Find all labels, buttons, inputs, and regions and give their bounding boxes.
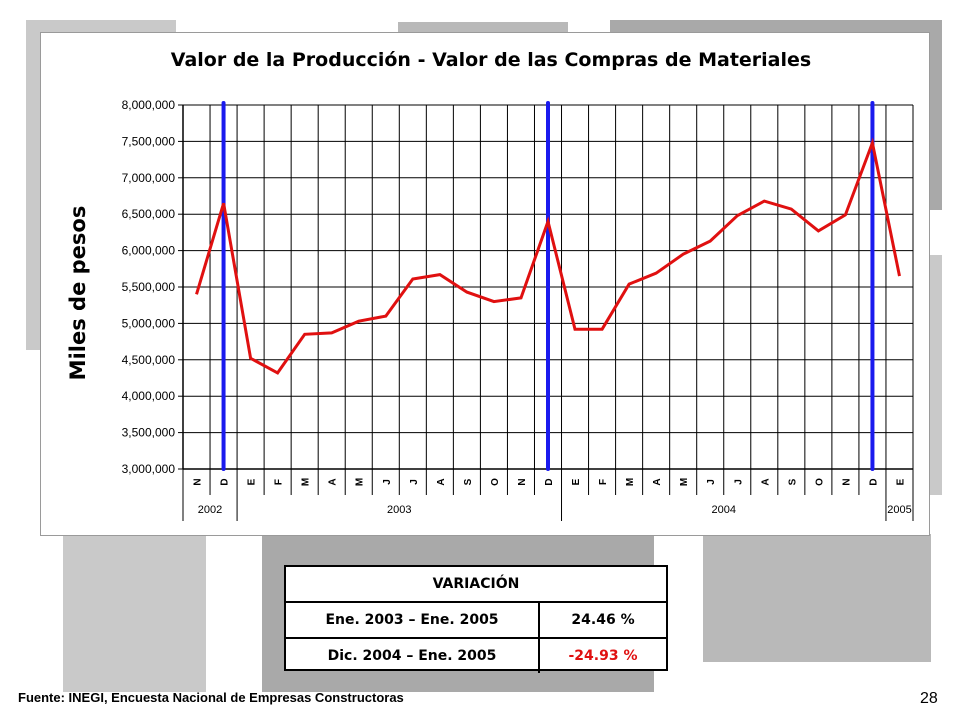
x-tick-label: E: [247, 478, 258, 485]
x-tick-label: F: [598, 479, 609, 485]
x-tick-label: J: [733, 479, 744, 485]
y-tick-label: 8,000,000: [122, 98, 176, 112]
y-tick-label: 4,500,000: [122, 353, 176, 367]
variation-row: Ene. 2003 – Ene. 2005 24.46 %: [286, 603, 666, 637]
background-photo-right: [928, 255, 942, 495]
december-markers: [221, 101, 875, 471]
variation-row: Dic. 2004 – Ene. 2005 -24.93 %: [286, 637, 666, 673]
x-tick-label: M: [301, 478, 312, 486]
x-tick-label: J: [409, 479, 420, 485]
x-tick-label: N: [841, 478, 852, 485]
x-tick-label: M: [625, 478, 636, 486]
y-axis-label: Miles de pesos: [66, 206, 90, 381]
y-tick-label: 6,000,000: [122, 244, 176, 258]
variation-value: 24.46 %: [571, 612, 635, 628]
series-layer: [195, 137, 901, 375]
x-tick-label: N: [517, 478, 528, 485]
variation-table: VARIACIÓN Ene. 2003 – Ene. 2005 24.46 % …: [284, 565, 668, 673]
y-tick-label: 5,500,000: [122, 280, 176, 294]
x-tick-label: O: [490, 478, 501, 486]
page-number: 28: [920, 690, 938, 707]
x-tick-label: A: [760, 478, 771, 485]
source-note: Fuente: INEGI, Encuesta Nacional de Empr…: [18, 690, 404, 705]
year-label: 2003: [387, 504, 411, 516]
y-tick-label: 4,000,000: [122, 389, 176, 403]
background-photo-spring: [63, 534, 206, 692]
y-tick-label: 3,000,000: [122, 462, 176, 476]
year-label: 2005: [887, 504, 911, 516]
variation-value: -24.93 %: [568, 648, 638, 664]
x-tick-label: N: [193, 478, 204, 485]
y-tick-label: 6,500,000: [122, 207, 176, 221]
x-tick-label: S: [787, 478, 798, 485]
x-tick-label: A: [652, 478, 663, 485]
y-tick-label: 7,500,000: [122, 134, 176, 148]
year-label: 2002: [198, 504, 222, 516]
y-tick-label: 7,000,000: [122, 171, 176, 185]
x-tick-label: A: [328, 478, 339, 485]
year-label: 2004: [711, 504, 735, 516]
x-tick-label: E: [895, 478, 906, 485]
x-tick-label: A: [436, 478, 447, 485]
x-tick-label: M: [355, 478, 366, 486]
series-line: [195, 137, 901, 375]
variation-period: Ene. 2003 – Ene. 2005: [286, 603, 540, 637]
year-labels: 2002 2003 2004 2005: [198, 504, 912, 516]
y-tick-labels: 3,000,000 3,500,000 4,000,000 4,500,000 5,00…: [122, 98, 176, 476]
x-tick-label: J: [382, 479, 393, 485]
x-tick-label: M: [679, 478, 690, 486]
line-chart: Valor de la Producción - Valor de las Co…: [66, 49, 914, 521]
variation-period: Dic. 2004 – Ene. 2005: [286, 639, 540, 673]
x-tick-label: D: [544, 478, 555, 485]
x-tick-label: J: [706, 479, 717, 485]
y-tick-label: 5,000,000: [122, 316, 176, 330]
chart-title: Valor de la Producción - Valor de las Co…: [171, 49, 811, 71]
y-tick-label: 3,500,000: [122, 426, 176, 440]
background-photo-cable: [703, 534, 931, 662]
x-tick-label: S: [463, 478, 474, 485]
x-tick-label: D: [220, 478, 231, 485]
axes: [178, 104, 914, 521]
x-tick-label: O: [814, 478, 825, 486]
x-tick-label: E: [571, 478, 582, 485]
x-tick-label: F: [274, 479, 285, 485]
chart-panel: Valor de la Producción - Valor de las Co…: [40, 32, 930, 536]
variation-header: VARIACIÓN: [286, 567, 666, 603]
x-tick-label: D: [868, 478, 879, 485]
